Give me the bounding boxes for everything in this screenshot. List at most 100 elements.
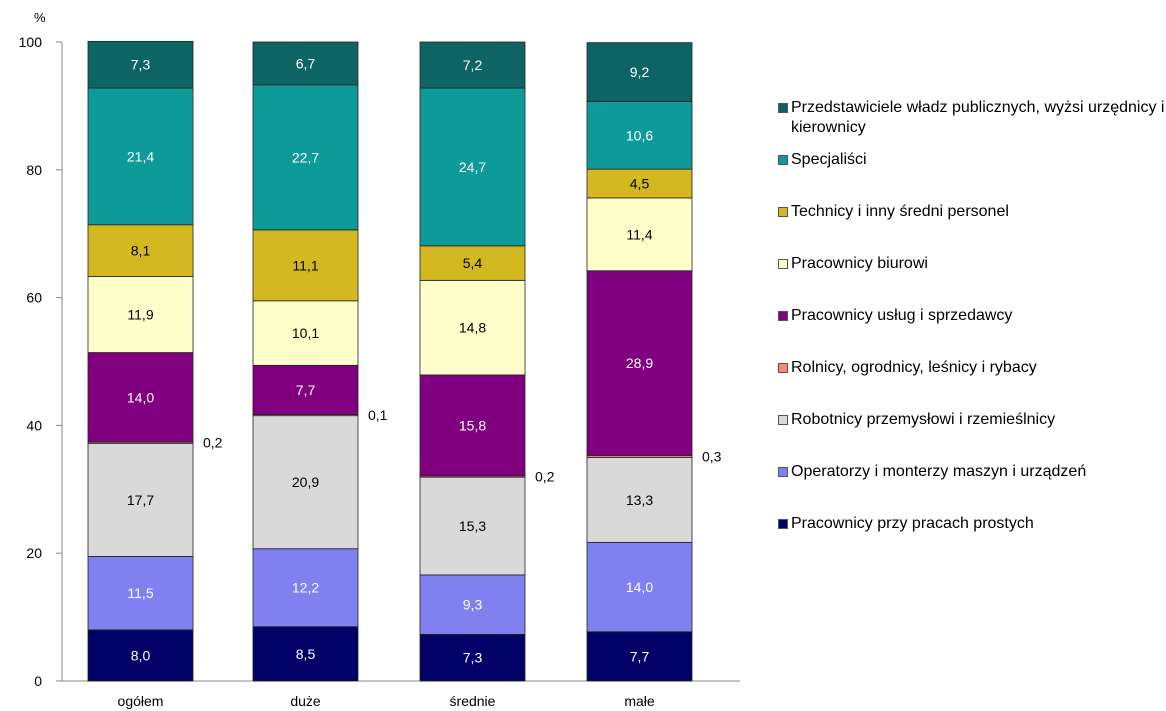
- value-labels: 8,0 11,5 17,7 0,2 14,0 11,9 8,1 21,4 7,3 8,5 12,2 2…: [127, 55, 722, 665]
- data-label: 0,3: [702, 448, 722, 464]
- legend-label: Operatorzy i monterzy maszyn i urządzeń: [791, 463, 1087, 480]
- bar-segment: [586, 456, 693, 543]
- legend-swatch: [778, 467, 788, 477]
- legend-swatch: [778, 155, 788, 165]
- data-label: 15,8: [459, 417, 486, 433]
- legend-item: Pracownicy usług i sprzedawcy: [778, 306, 1166, 326]
- y-tick-label: 0: [34, 673, 42, 689]
- data-label: 0,2: [535, 469, 555, 485]
- bar-segment: [87, 276, 194, 353]
- data-label: 11,4: [626, 226, 652, 242]
- y-tick-label: 100: [19, 34, 43, 50]
- y-tick-label: 60: [26, 290, 42, 306]
- data-label: 9,3: [463, 597, 483, 613]
- legend-label: Pracownicy usług i sprzedawcy: [791, 307, 1013, 324]
- data-label: 6,7: [296, 55, 316, 71]
- bar-segment: [252, 41, 359, 86]
- bar-segment: [586, 168, 693, 199]
- data-label: 11,5: [127, 585, 153, 601]
- bar-segment: [419, 41, 526, 89]
- legend-item: Rolnicy, ogrodnicy, leśnicy i rybacy: [778, 358, 1166, 378]
- bar-segment: [87, 442, 194, 557]
- data-label: 14,8: [459, 320, 486, 336]
- category-label: duże: [290, 693, 321, 709]
- bar-segment: [419, 633, 526, 682]
- data-label: 20,9: [292, 474, 319, 490]
- y-tick-label: 20: [26, 545, 42, 561]
- bar-segment: [87, 224, 194, 277]
- data-label: 11,1: [292, 257, 318, 273]
- data-label: 0,1: [368, 407, 388, 423]
- category-label: małe: [624, 693, 655, 709]
- category-labels: ogółem duże średnie małe: [118, 693, 655, 709]
- legend-label: Pracownicy przy pracach prostych: [791, 515, 1034, 532]
- legend-swatch: [778, 259, 788, 269]
- legend-item: Operatorzy i monterzy maszyn i urządzeń: [778, 462, 1166, 482]
- legend-item: Technicy i inny średni personel: [778, 202, 1166, 222]
- bar-segment: [87, 629, 194, 682]
- legend-swatch: [778, 311, 788, 321]
- legend-label: Specjaliści: [791, 151, 867, 168]
- bar-segment: [419, 476, 526, 576]
- data-label: 10,6: [626, 127, 653, 143]
- legend-label: Technicy i inny średni personel: [791, 203, 1009, 220]
- data-label: 24,7: [459, 159, 486, 175]
- data-label: 7,3: [463, 650, 483, 666]
- bar-segment: [252, 548, 359, 628]
- bar-segment: [419, 87, 526, 247]
- bar-segment: [586, 631, 693, 682]
- y-tick-label: 80: [26, 162, 42, 178]
- bar-segment: [252, 364, 359, 415]
- y-tick-label: 40: [26, 417, 42, 433]
- data-label: 22,7: [292, 149, 319, 165]
- bar-segment: [419, 374, 526, 477]
- bar-segment: [252, 300, 359, 366]
- legend-label: Przedstawiciele władz publicznych, wyżsi…: [791, 99, 1165, 136]
- legend: Przedstawiciele władz publicznych, wyżsi…: [778, 98, 1166, 566]
- stacked-bar-chart: % 0 20 40 60 80 100 8,0 11,5 17,7 0,2 14,0 11,9 8,1…: [19, 10, 740, 709]
- bars: [87, 40, 693, 682]
- data-label: 15,3: [459, 518, 486, 534]
- y-axis-unit-label: %: [34, 10, 46, 25]
- data-label: 9,2: [630, 64, 650, 80]
- bar-segment: [87, 352, 194, 443]
- data-label: 0,2: [203, 435, 223, 451]
- data-label: 17,7: [127, 492, 154, 508]
- data-label: 7,7: [296, 382, 316, 398]
- legend-item: Robotnicy przemysłowi i rzemieślnicy: [778, 410, 1166, 430]
- legend-swatch: [778, 415, 788, 425]
- bar-segment: [252, 626, 359, 682]
- legend-item: Pracownicy przy pracach prostych: [778, 514, 1166, 534]
- legend-item: Przedstawiciele władz publicznych, wyżsi…: [778, 98, 1166, 138]
- bar-segment: [252, 414, 359, 550]
- bar-segment: [252, 84, 359, 231]
- data-label: 13,3: [626, 492, 653, 508]
- data-label: 5,4: [463, 255, 483, 271]
- legend-label: Pracownicy biurowi: [791, 255, 928, 272]
- bar-segment: [419, 574, 526, 635]
- bar-segment: [586, 42, 693, 102]
- data-label: 8,1: [131, 243, 151, 259]
- data-label: 7,7: [630, 648, 650, 664]
- category-label: średnie: [450, 693, 496, 709]
- legend-swatch: [778, 363, 788, 373]
- bar-segment: [87, 555, 194, 631]
- bar-segment: [419, 279, 526, 376]
- bar-segment: [419, 245, 526, 281]
- data-label: 7,3: [131, 57, 151, 73]
- legend-swatch: [778, 519, 788, 529]
- legend-swatch: [778, 103, 788, 113]
- data-label: 11,9: [127, 307, 153, 323]
- bar-segment: [586, 101, 693, 170]
- category-label: ogółem: [118, 693, 164, 709]
- data-label: 7,2: [463, 57, 483, 73]
- data-label: 14,0: [626, 579, 653, 595]
- bar-segment: [252, 229, 359, 302]
- bar-segment: [87, 87, 194, 226]
- bar-segment: [586, 270, 693, 456]
- legend-item: Pracownicy biurowi: [778, 254, 1166, 274]
- data-label: 21,4: [127, 148, 154, 164]
- legend-item: Specjaliści: [778, 150, 1166, 170]
- data-label: 10,1: [292, 325, 319, 341]
- legend-label: Robotnicy przemysłowi i rzemieślnicy: [791, 411, 1056, 428]
